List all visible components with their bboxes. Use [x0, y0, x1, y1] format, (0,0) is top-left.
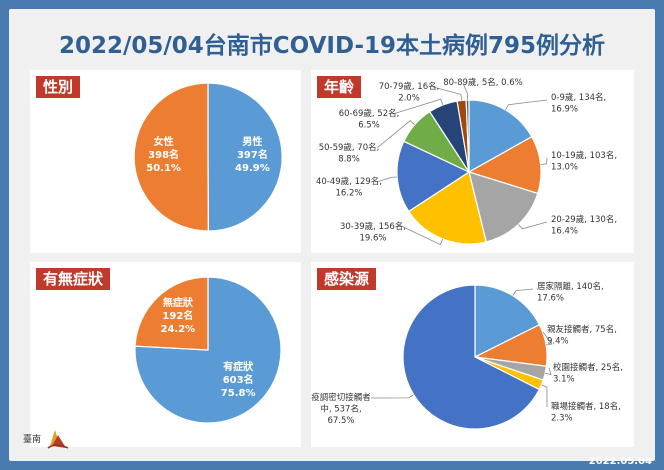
leader-line-3-4	[370, 394, 414, 399]
slice-label-3-0-0: 居家隔離, 140名,	[537, 281, 604, 292]
panel-title-age: 年齡	[317, 76, 362, 98]
panel-title-gender: 性別	[36, 76, 81, 98]
slice-label-3-2-1: 3.1%	[553, 375, 575, 385]
pie-slice-0-1	[133, 82, 209, 232]
panel-symptoms: 有無症狀 有症狀 603名 75.8% 無症狀 192名 24.2%	[30, 262, 301, 447]
slice-label-1-0-1: 16.9%	[551, 105, 578, 115]
pie-slice-3-0	[474, 284, 541, 358]
leader-line-1-2	[518, 221, 548, 230]
pie-slice-1-3	[407, 171, 487, 245]
slice-label-1-4-1: 16.2%	[335, 189, 362, 199]
slice-label-0-1-1: 398名	[148, 148, 179, 161]
pie-slice-1-4	[396, 140, 471, 213]
leader-line-1-3	[396, 223, 443, 246]
slice-label-2-1-0: 無症狀	[163, 296, 194, 309]
slice-label-3-4-1: 中, 537名,	[320, 404, 361, 415]
leader-line-3-0	[512, 288, 534, 296]
panel-title-source: 感染源	[317, 268, 377, 290]
leader-line-1-7	[432, 86, 462, 101]
pie-slice-2-1	[134, 276, 209, 351]
pie-slice-1-2	[468, 171, 539, 243]
leader-line-1-8	[462, 82, 468, 101]
slice-label-3-3-0: 職場接觸者, 18名,	[551, 401, 621, 412]
slice-label-3-1-1: 9.4%	[547, 337, 569, 347]
slice-label-0-0-2: 49.9%	[235, 163, 270, 174]
slice-label-2-0-2: 75.8%	[221, 388, 256, 399]
panel-gender: 性別 男性 397名 49.9% 女性 398名 50.1%	[30, 70, 301, 253]
panel-title-symptoms: 有無症狀	[36, 268, 111, 290]
slice-label-1-5-0: 50-59歲, 70名,	[319, 142, 380, 153]
slice-label-2-0-0: 有症狀	[223, 360, 254, 373]
slice-label-1-6-1: 6.5%	[358, 121, 380, 131]
slice-label-1-0-0: 0-9歲, 134名,	[551, 92, 606, 103]
slice-label-1-7-1: 2.0%	[398, 94, 420, 104]
pie-slice-1-0	[468, 99, 533, 174]
slice-label-1-3-0: 30-39歲, 156名,	[340, 221, 406, 232]
slice-label-3-4-2: 67.5%	[327, 416, 354, 426]
slice-label-1-4-0: 40-49歲, 129名,	[316, 176, 382, 187]
leader-line-1-6	[392, 98, 444, 115]
logo-text: 臺南	[23, 433, 41, 445]
slice-label-3-3-1: 2.3%	[551, 414, 573, 424]
slice-label-2-1-2: 24.2%	[161, 324, 196, 335]
slice-label-2-1-1: 192名	[162, 309, 193, 322]
slice-label-1-2-0: 20-29歲, 130名,	[551, 214, 617, 225]
slice-label-1-8-0: 80-89歲, 5名, 0.6%	[443, 77, 523, 88]
slice-label-1-3-1: 19.6%	[359, 234, 386, 244]
age-pie-chart: 0-9歲, 134名, 16.9% 10-19歲, 103名, 13.0% 20-29歲…	[316, 77, 617, 246]
slice-label-2-0-1: 603名	[223, 373, 254, 386]
slice-label-1-1-1: 13.0%	[551, 163, 578, 173]
slice-label-1-1-0: 10-19歲, 103名,	[551, 150, 617, 161]
slice-label-0-0-1: 397名	[237, 148, 268, 161]
slice-label-3-1-0: 親友接觸者, 75名,	[547, 324, 617, 335]
slice-label-1-2-1: 16.4%	[551, 227, 578, 237]
leader-line-1-1	[540, 157, 548, 165]
source-pie-chart: 居家隔離, 140名, 17.6% 親友接觸者, 75名, 9.4% 校園接觸者, 25…	[311, 281, 623, 430]
pie-slice-1-8	[465, 99, 470, 173]
slice-label-0-0-0: 男性	[242, 135, 262, 148]
slice-label-0-1-0: 女性	[154, 135, 174, 148]
leader-line-1-4	[376, 176, 398, 183]
panel-age: 年齡 0-9歲, 134名, 16.9% 10-19歲, 103名, 13.0% 20-…	[311, 70, 634, 253]
pie-slice-1-1	[467, 135, 542, 195]
leader-line-3-2	[545, 367, 552, 376]
report-date: 2022.05.04	[588, 456, 652, 467]
slice-label-3-0-1: 17.6%	[537, 294, 564, 304]
tainan-logo-icon: 臺南	[23, 430, 69, 449]
slice-label-3-2-0: 校園接觸者, 25名,	[553, 362, 623, 373]
leader-line-3-3	[541, 384, 548, 408]
slice-label-1-7-0: 70-79歲, 16名,	[379, 81, 440, 92]
slice-label-1-5-1: 8.8%	[338, 155, 360, 165]
slice-label-3-4-0: 疫調密切接觸者	[311, 392, 371, 403]
slice-label-1-6-0: 60-69歲, 52名,	[339, 108, 400, 119]
leader-line-1-5	[376, 120, 415, 149]
leader-line-3-1	[542, 331, 553, 346]
panel-source: 感染源 居家隔離, 140名, 17.6% 親友接觸者, 75名, 9.4% 校園接觸者…	[311, 262, 634, 447]
slice-label-0-1-2: 50.1%	[146, 163, 181, 174]
pie-slice-0-0	[207, 82, 283, 232]
page-title: 2022/05/04台南市COVID-19本土病例795例分析	[58, 33, 606, 59]
leader-line-1-0	[505, 99, 548, 111]
